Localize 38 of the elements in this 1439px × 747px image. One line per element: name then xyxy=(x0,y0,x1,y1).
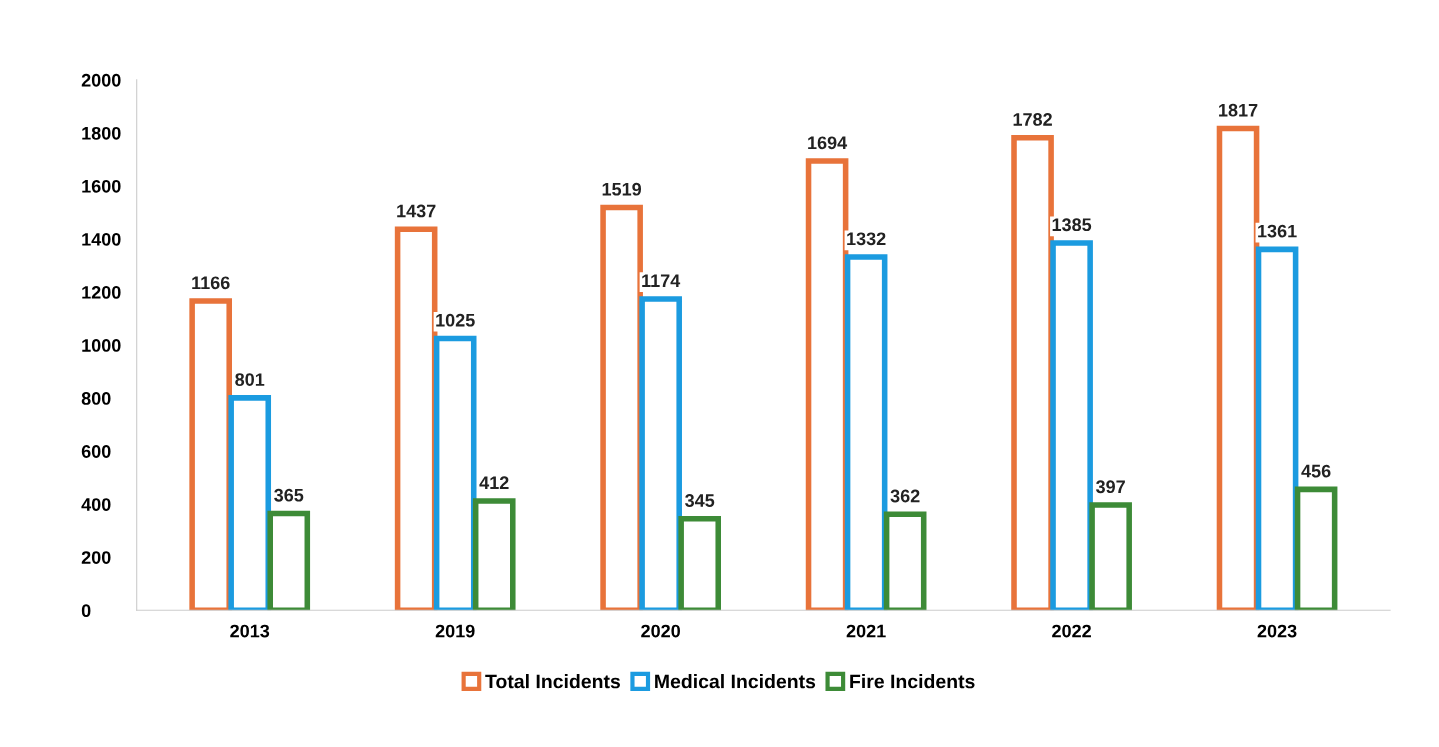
y-tick-label: 600 xyxy=(81,445,111,458)
data-label: 362 xyxy=(890,489,920,503)
x-tick-label: 2022 xyxy=(1052,624,1091,638)
data-label: 456 xyxy=(1301,464,1331,478)
x-tick-label: 2023 xyxy=(1257,624,1297,638)
y-tick-label: 1000 xyxy=(82,339,121,352)
data-label: 1174 xyxy=(642,274,681,287)
data-label: 801 xyxy=(235,373,265,386)
data-label: 1166 xyxy=(192,276,230,290)
legend-label: Medical Incidents xyxy=(655,674,816,689)
x-tick-label: 2013 xyxy=(230,624,270,638)
data-label: 1332 xyxy=(847,232,886,246)
data-label: 365 xyxy=(274,488,304,502)
data-label: 1519 xyxy=(602,182,642,196)
y-tick-label: 0 xyxy=(81,604,91,618)
data-label: 397 xyxy=(1095,480,1125,494)
data-label: 412 xyxy=(479,476,509,489)
data-label: 1385 xyxy=(1052,218,1092,232)
data-label: 345 xyxy=(685,494,715,507)
x-tick-label: 2020 xyxy=(641,624,680,638)
y-tick-label: 1400 xyxy=(82,232,121,246)
legend-label: Fire Incidents xyxy=(850,674,975,689)
data-label: 1817 xyxy=(1219,103,1258,117)
y-tick-label: 1200 xyxy=(82,286,121,299)
y-tick-label: 1600 xyxy=(82,179,121,193)
data-label: 1025 xyxy=(436,313,475,327)
y-tick-label: 1800 xyxy=(82,126,121,140)
y-tick-label: 2000 xyxy=(81,73,121,87)
x-tick-label: 2019 xyxy=(435,624,475,638)
legend-label: Total Incidents xyxy=(485,674,620,689)
y-tick-label: 800 xyxy=(81,392,111,405)
y-tick-label: 400 xyxy=(81,498,111,511)
data-label: 1437 xyxy=(397,204,436,218)
x-tick-label: 2021 xyxy=(846,624,886,638)
data-label: 1361 xyxy=(1258,224,1297,238)
data-label: 1694 xyxy=(808,136,848,150)
y-tick-label: 200 xyxy=(81,551,111,564)
data-label: 1782 xyxy=(1013,113,1052,126)
